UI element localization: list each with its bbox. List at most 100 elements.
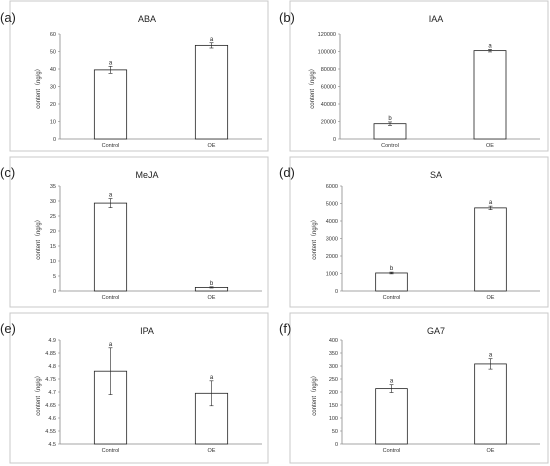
panel-frame bbox=[289, 156, 549, 308]
chart-title: MeJA bbox=[135, 170, 158, 180]
y-tick-label: 4.6 bbox=[48, 416, 56, 422]
panel-label: (d) bbox=[279, 165, 295, 180]
chart-title: SA bbox=[430, 170, 442, 180]
y-axis-label: content（ng/g） bbox=[311, 216, 318, 259]
y-tick-label: 6000 bbox=[326, 184, 338, 190]
panel-label: (a) bbox=[0, 10, 16, 25]
x-tick-label: Control bbox=[383, 295, 401, 301]
y-tick-label: 40 bbox=[50, 67, 56, 73]
significance-letter: a bbox=[390, 379, 394, 385]
y-axis-label: content（ng/g） bbox=[311, 372, 318, 415]
y-tick-label: 30 bbox=[50, 85, 56, 91]
panel-b: (b) IAA content（ng/g） 0 20000 40000 60000 80… bbox=[279, 0, 549, 152]
plot-area: 0 1000 2000 3000 4000 5000 6000 b Control a OE bbox=[326, 184, 540, 301]
x-tick-label: Control bbox=[102, 143, 120, 149]
panel-frame bbox=[9, 312, 269, 464]
panel-a: (a) ABA content（ng/g） 0 10 20 30 40 50 60 a Cont… bbox=[0, 0, 269, 152]
y-tick-label: 4.7 bbox=[48, 390, 56, 396]
y-tick-label: 60 bbox=[50, 32, 56, 38]
y-tick-label: 4.65 bbox=[45, 403, 56, 409]
y-tick-label: 60000 bbox=[321, 85, 336, 91]
y-tick-label: 50 bbox=[50, 50, 56, 56]
plot-area: 0 20000 40000 60000 80000 100000 120000 b Contro… bbox=[318, 32, 540, 149]
y-tick-label: 50 bbox=[332, 429, 338, 435]
y-tick-label: 35 bbox=[50, 184, 56, 190]
significance-letter: a bbox=[210, 37, 214, 43]
x-tick-label: OE bbox=[487, 448, 495, 454]
y-axis-label: content（ng/g） bbox=[309, 65, 316, 108]
y-tick-label: 4.85 bbox=[45, 351, 56, 357]
y-tick-label: 4.8 bbox=[48, 364, 56, 370]
significance-letter: a bbox=[109, 60, 113, 66]
x-tick-label: OE bbox=[486, 143, 494, 149]
y-tick-label: 4000 bbox=[326, 219, 338, 225]
y-tick-label: 350 bbox=[329, 351, 338, 357]
y-tick-label: 4.5 bbox=[48, 442, 56, 448]
bar bbox=[474, 363, 507, 445]
chart-title: IPA bbox=[140, 326, 154, 336]
panel-e: (e) IPA content（ng/g） 4.5 4.55 4.6 4.65 4.7 4… bbox=[0, 312, 269, 464]
significance-letter: b bbox=[390, 266, 394, 272]
panel-d: (d) SA content（ng/g） 0 1000 2000 3000 4000 50… bbox=[279, 156, 549, 308]
x-tick-label: OE bbox=[208, 143, 216, 149]
x-tick-label: Control bbox=[102, 448, 120, 454]
significance-letter: a bbox=[109, 193, 113, 199]
panel-label: (e) bbox=[0, 321, 16, 336]
y-tick-label: 30 bbox=[50, 199, 56, 205]
y-tick-label: 20 bbox=[50, 102, 56, 108]
y-tick-label: 5 bbox=[53, 274, 56, 280]
y-tick-label: 0 bbox=[335, 289, 338, 295]
y-tick-label: 3000 bbox=[326, 237, 338, 243]
panel-label: (f) bbox=[279, 321, 291, 336]
y-tick-label: 100000 bbox=[318, 50, 336, 56]
y-tick-label: 120000 bbox=[318, 32, 336, 38]
y-tick-label: 100 bbox=[329, 416, 338, 422]
y-tick-label: 4.9 bbox=[48, 338, 56, 344]
significance-letter: a bbox=[489, 200, 493, 206]
y-axis-label: content（ng/g） bbox=[35, 372, 42, 415]
significance-letter: a bbox=[109, 342, 113, 348]
bar bbox=[474, 207, 507, 292]
y-tick-label: 0 bbox=[333, 137, 336, 143]
bar bbox=[194, 44, 229, 140]
y-tick-label: 20 bbox=[50, 229, 56, 235]
significance-letter: a bbox=[489, 353, 493, 359]
y-tick-label: 300 bbox=[329, 364, 338, 370]
panel-label: (c) bbox=[0, 165, 15, 180]
panel-frame bbox=[289, 0, 549, 152]
plot-area: 0 5 10 15 20 25 30 35 a Control b OE bbox=[50, 184, 262, 301]
significance-letter: b bbox=[210, 281, 214, 287]
x-tick-label: OE bbox=[487, 295, 495, 301]
y-tick-label: 0 bbox=[53, 137, 56, 143]
x-tick-label: Control bbox=[102, 295, 120, 301]
panel-label: (b) bbox=[279, 10, 295, 25]
y-tick-label: 25 bbox=[50, 214, 56, 220]
significance-letter: a bbox=[488, 43, 492, 49]
significance-letter: a bbox=[210, 375, 214, 381]
y-tick-label: 400 bbox=[329, 338, 338, 344]
bar bbox=[375, 388, 408, 445]
plot-area: 4.5 4.55 4.6 4.65 4.7 4.75 4.8 4.85 4.9 a Control a… bbox=[45, 338, 262, 454]
y-tick-label: 10 bbox=[50, 259, 56, 265]
y-tick-label: 150 bbox=[329, 403, 338, 409]
x-tick-label: OE bbox=[208, 295, 216, 301]
y-tick-label: 4.55 bbox=[45, 429, 56, 435]
significance-letter: b bbox=[388, 116, 392, 122]
chart-title: IAA bbox=[429, 14, 444, 24]
panel-frame bbox=[289, 312, 549, 464]
x-tick-label: Control bbox=[383, 448, 401, 454]
y-tick-label: 40000 bbox=[321, 102, 336, 108]
y-tick-label: 0 bbox=[53, 289, 56, 295]
y-axis-label: content（ng/g） bbox=[35, 65, 42, 108]
y-tick-label: 0 bbox=[335, 442, 338, 448]
panel-frame bbox=[9, 156, 269, 308]
y-tick-label: 20000 bbox=[321, 120, 336, 126]
y-tick-label: 200 bbox=[329, 390, 338, 396]
plot-area: 0 50 100 150 200 250 300 350 400 a Control a OE bbox=[329, 338, 540, 454]
bar bbox=[373, 123, 407, 140]
y-tick-label: 5000 bbox=[326, 202, 338, 208]
x-tick-label: OE bbox=[208, 448, 216, 454]
bar bbox=[93, 69, 128, 140]
chart-title: GA7 bbox=[427, 326, 445, 336]
